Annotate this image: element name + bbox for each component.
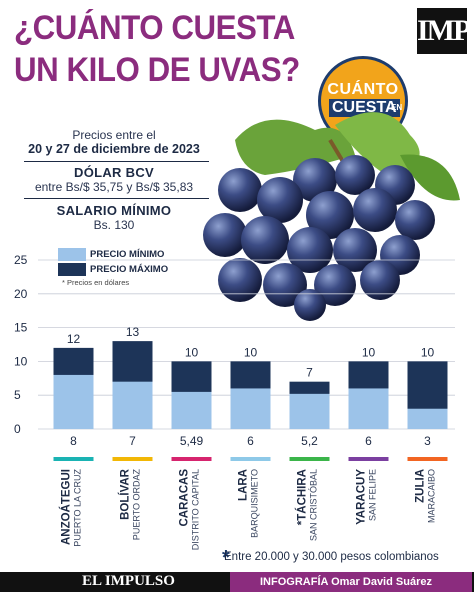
y-tick-label: 20	[14, 287, 28, 301]
category-label-group: BOLÍVAR PUERTO ORDAZ	[119, 468, 142, 540]
chart-legend: PRECIO MÍNIMO PRECIO MÁXIMO * Precios en…	[58, 248, 168, 287]
category-color-strip	[53, 457, 94, 461]
dolar-title: DÓLAR BCV	[74, 165, 154, 180]
footer-brand: EL IMPULSO	[82, 573, 175, 589]
bar-min	[230, 388, 271, 429]
footer-bar: EL IMPULSO INFOGRAFÍA Omar David Suárez	[0, 572, 474, 592]
data-label-max: 10	[362, 345, 376, 359]
data-label-max: 10	[185, 345, 199, 359]
data-label-min: 3	[424, 434, 431, 448]
data-label-min: 6	[365, 434, 372, 448]
bar-min	[289, 393, 330, 429]
divider-2	[24, 198, 209, 199]
category-city-label: PUERTO LA CRUZ	[73, 468, 83, 546]
data-label-min: 7	[129, 434, 136, 448]
legend-swatch-min	[58, 248, 86, 261]
data-label-max: 10	[421, 345, 435, 359]
legend-note: * Precios en dólares	[62, 278, 130, 287]
data-label-max: 7	[306, 366, 313, 380]
badge-text-1: CUÁNTO	[327, 81, 399, 98]
footnote-text: Entre 20.000 y 30.000 pesos colombianos	[224, 551, 439, 563]
category-label-group: *TÁCHIRA SAN CRISTÓBAL	[296, 469, 319, 541]
category-state-label: ANZOÁTEGUI	[60, 469, 73, 545]
data-label-max: 10	[244, 345, 258, 359]
category-state-label: ZULIA	[415, 469, 427, 503]
data-label-min: 8	[70, 434, 77, 448]
y-tick-label: 0	[14, 422, 21, 436]
category-state-label: YARACUY	[356, 469, 368, 525]
category-state-label: *TÁCHIRA	[296, 469, 309, 525]
footer-credit: INFOGRAFÍA Omar David Suárez	[230, 572, 472, 592]
y-tick-label: 25	[14, 253, 28, 267]
category-city-label: SAN CRISTÓBAL	[309, 469, 319, 541]
category-color-strip	[348, 457, 389, 461]
prices-label: Precios entre el	[72, 128, 156, 142]
bar-min	[53, 374, 94, 429]
category-label-group: ZULIA MARACAIBO	[415, 469, 437, 523]
divider-1	[24, 161, 209, 162]
category-state-label: CARACAS	[179, 469, 191, 527]
category-label-group: YARACUY SAN FELIPE	[356, 469, 378, 525]
legend-item-max: PRECIO MÁXIMO	[58, 263, 168, 276]
data-label-max: 12	[67, 332, 81, 346]
category-city-label: BARQUISIMETO	[250, 469, 260, 538]
category-color-strip	[171, 457, 212, 461]
y-tick-label: 15	[14, 321, 28, 335]
dolar-block: DÓLAR BCV entre Bs/$ 35,75 y Bs/$ 35,83	[14, 165, 214, 194]
badge-text-3: EN	[391, 103, 403, 112]
legend-item-min: PRECIO MÍNIMO	[58, 248, 168, 261]
info-block: Precios entre el 20 y 27 de diciembre de…	[14, 128, 214, 156]
imp-logo: IMP	[417, 8, 471, 54]
badge-text-2: CUESTA	[329, 99, 400, 117]
category-state-label: BOLÍVAR	[119, 468, 132, 520]
salario-block: SALARIO MÍNIMO Bs. 130	[14, 203, 214, 232]
legend-label-max: PRECIO MÁXIMO	[90, 264, 169, 275]
category-city-label: MARACAIBO	[427, 469, 437, 523]
legend-label-min: PRECIO MÍNIMO	[90, 249, 165, 260]
title-line-1: ¿CUÁNTO CUESTA	[14, 9, 295, 47]
category-city-label: PUERTO ORDAZ	[132, 469, 142, 541]
bar-min	[348, 388, 389, 429]
data-label-min: 5,49	[180, 434, 204, 448]
category-color-strip	[407, 457, 448, 461]
y-tick-label: 10	[14, 354, 28, 368]
category-color-strip	[112, 457, 153, 461]
title-line-2: UN KILO DE UVAS?	[14, 51, 300, 89]
footnote-star-icon: *	[222, 547, 230, 569]
category-state-label: LARA	[238, 469, 250, 501]
category-city-label: DISTRITO CAPITAL	[191, 469, 201, 550]
category-label-group: ANZOÁTEGUI PUERTO LA CRUZ	[60, 468, 83, 546]
bar-min	[171, 391, 212, 429]
data-label-max: 13	[126, 325, 140, 339]
salario-value: Bs. 130	[93, 218, 135, 232]
category-color-strip	[230, 457, 271, 461]
prices-dates: 20 y 27 de diciembre de 2023	[28, 142, 200, 156]
bar-min	[112, 381, 153, 429]
data-label-min: 5,2	[301, 434, 318, 448]
dolar-value: entre Bs/$ 35,75 y Bs/$ 35,83	[34, 180, 194, 194]
price-bar-chart: 0 5 10 15 20 25 12 8 ANZOÁTEGUI PUERTO LA CRUZ 13 7…	[14, 253, 455, 550]
salario-title: SALARIO MÍNIMO	[56, 203, 172, 218]
data-label-min: 6	[247, 434, 254, 448]
category-label-group: LARA BARQUISIMETO	[238, 469, 260, 538]
grapes-illustration	[203, 112, 460, 321]
category-city-label: SAN FELIPE	[368, 469, 378, 521]
y-tick-label: 5	[14, 388, 21, 402]
category-color-strip	[289, 457, 330, 461]
category-label-group: CARACAS DISTRITO CAPITAL	[179, 469, 201, 550]
legend-swatch-max	[58, 263, 86, 276]
bar-min	[407, 408, 448, 429]
